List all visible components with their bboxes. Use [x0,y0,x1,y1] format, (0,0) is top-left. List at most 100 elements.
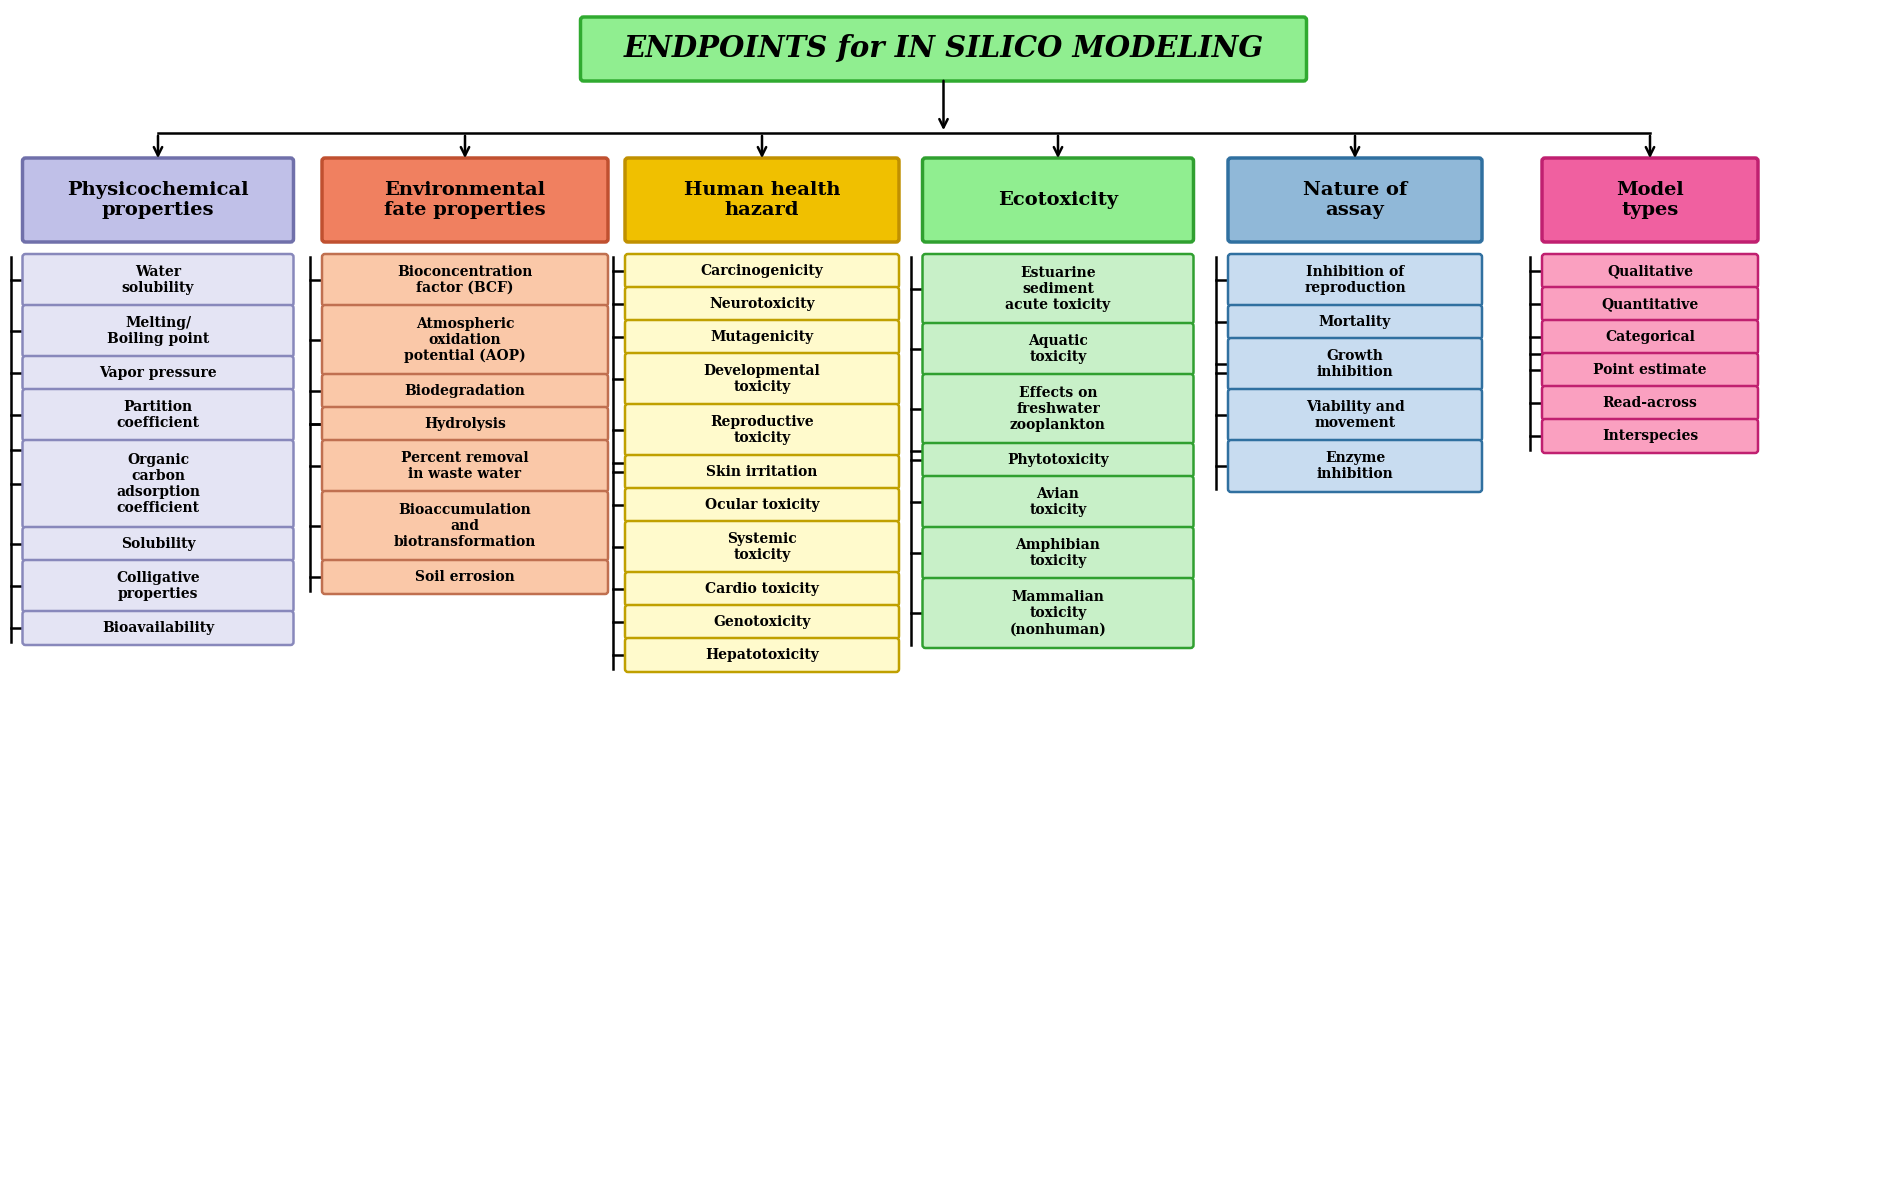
Text: Soil errosion: Soil errosion [415,570,515,584]
Text: Physicochemical
properties: Physicochemical properties [68,181,249,219]
Text: Developmental
toxicity: Developmental toxicity [704,364,821,394]
Text: Ecotoxicity: Ecotoxicity [998,191,1119,208]
FancyBboxPatch shape [625,605,898,640]
FancyBboxPatch shape [23,158,294,242]
FancyBboxPatch shape [625,572,898,606]
Text: Bioavailability: Bioavailability [102,621,213,635]
FancyBboxPatch shape [323,407,608,441]
FancyBboxPatch shape [625,287,898,322]
Text: Colligative
properties: Colligative properties [117,570,200,601]
Text: Reproductive
toxicity: Reproductive toxicity [710,414,813,445]
FancyBboxPatch shape [1542,386,1759,420]
FancyBboxPatch shape [625,254,898,288]
Text: Partition
coefficient: Partition coefficient [117,400,200,430]
FancyBboxPatch shape [625,320,898,354]
Text: Interspecies: Interspecies [1602,429,1698,443]
Text: Nature of
assay: Nature of assay [1302,181,1408,219]
FancyBboxPatch shape [625,455,898,490]
FancyBboxPatch shape [23,439,294,528]
Text: Avian
toxicity: Avian toxicity [1028,487,1087,517]
FancyBboxPatch shape [1228,305,1481,339]
Text: Enzyme
inhibition: Enzyme inhibition [1317,451,1393,481]
Text: Biodegradation: Biodegradation [404,384,525,398]
Text: Solubility: Solubility [121,537,196,551]
Text: Atmospheric
oxidation
potential (AOP): Atmospheric oxidation potential (AOP) [404,317,526,363]
FancyBboxPatch shape [1542,287,1759,322]
FancyBboxPatch shape [625,353,898,405]
Text: Quantitative: Quantitative [1602,297,1698,311]
FancyBboxPatch shape [1228,158,1481,242]
Text: Human health
hazard: Human health hazard [683,181,840,219]
FancyBboxPatch shape [1228,439,1481,492]
FancyBboxPatch shape [1228,254,1481,306]
FancyBboxPatch shape [625,404,898,456]
FancyBboxPatch shape [923,323,1193,375]
Text: Environmental
fate properties: Environmental fate properties [385,181,545,219]
Text: Water
solubility: Water solubility [123,264,194,295]
Text: Vapor pressure: Vapor pressure [100,366,217,380]
FancyBboxPatch shape [1542,419,1759,453]
FancyBboxPatch shape [1542,320,1759,354]
FancyBboxPatch shape [923,578,1193,648]
Text: Effects on
freshwater
zooplankton: Effects on freshwater zooplankton [1010,386,1106,432]
Text: Viability and
movement: Viability and movement [1306,400,1404,430]
FancyBboxPatch shape [923,374,1193,444]
Text: Cardio toxicity: Cardio toxicity [706,582,819,596]
FancyBboxPatch shape [1542,254,1759,288]
FancyBboxPatch shape [923,476,1193,528]
FancyBboxPatch shape [323,254,608,306]
FancyBboxPatch shape [625,488,898,522]
Text: Qualitative: Qualitative [1608,264,1693,278]
FancyBboxPatch shape [323,439,608,492]
FancyBboxPatch shape [625,158,898,242]
Text: Point estimate: Point estimate [1593,363,1706,378]
Text: Amphibian
toxicity: Amphibian toxicity [1015,538,1100,568]
FancyBboxPatch shape [23,356,294,389]
Text: Bioconcentration
factor (BCF): Bioconcentration factor (BCF) [398,264,532,295]
Text: Organic
carbon
adsorption
coefficient: Organic carbon adsorption coefficient [115,453,200,516]
Text: Neurotoxicity: Neurotoxicity [710,297,815,311]
FancyBboxPatch shape [1228,338,1481,389]
Text: ENDPOINTS for IN SILICO MODELING: ENDPOINTS for IN SILICO MODELING [623,35,1264,63]
Text: Hydrolysis: Hydrolysis [425,417,506,431]
Text: Bioaccumulation
and
biotransformation: Bioaccumulation and biotransformation [394,503,536,549]
Text: Phytotoxicity: Phytotoxicity [1008,453,1110,467]
FancyBboxPatch shape [323,305,608,375]
Text: Melting/
Boiling point: Melting/ Boiling point [108,316,209,347]
Text: Estuarine
sediment
acute toxicity: Estuarine sediment acute toxicity [1006,266,1111,312]
Text: Percent removal
in waste water: Percent removal in waste water [402,451,528,481]
Text: Mutagenicity: Mutagenicity [710,330,813,344]
FancyBboxPatch shape [1542,353,1759,387]
FancyBboxPatch shape [23,526,294,561]
FancyBboxPatch shape [581,17,1306,81]
Text: Skin irritation: Skin irritation [706,464,817,479]
Text: Genotoxicity: Genotoxicity [713,615,811,629]
FancyBboxPatch shape [923,526,1193,579]
FancyBboxPatch shape [1542,158,1759,242]
FancyBboxPatch shape [323,374,608,409]
FancyBboxPatch shape [1228,389,1481,441]
FancyBboxPatch shape [923,158,1193,242]
Text: Systemic
toxicity: Systemic toxicity [726,532,796,562]
Text: Ocular toxicity: Ocular toxicity [704,498,819,512]
Text: Categorical: Categorical [1606,330,1695,344]
FancyBboxPatch shape [625,520,898,573]
FancyBboxPatch shape [23,389,294,441]
Text: Aquatic
toxicity: Aquatic toxicity [1028,333,1089,364]
Text: Inhibition of
reproduction: Inhibition of reproduction [1304,264,1406,295]
Text: Hepatotoxicity: Hepatotoxicity [706,648,819,662]
Text: Model
types: Model types [1615,181,1683,219]
FancyBboxPatch shape [23,560,294,612]
Text: Mortality: Mortality [1319,314,1391,329]
Text: Growth
inhibition: Growth inhibition [1317,349,1393,379]
Text: Mammalian
toxicity
(nonhuman): Mammalian toxicity (nonhuman) [1010,590,1106,636]
FancyBboxPatch shape [923,443,1193,478]
FancyBboxPatch shape [323,560,608,594]
FancyBboxPatch shape [23,611,294,646]
FancyBboxPatch shape [323,158,608,242]
FancyBboxPatch shape [923,254,1193,324]
FancyBboxPatch shape [23,254,294,306]
Text: Read-across: Read-across [1602,395,1698,410]
FancyBboxPatch shape [625,638,898,672]
FancyBboxPatch shape [323,491,608,561]
